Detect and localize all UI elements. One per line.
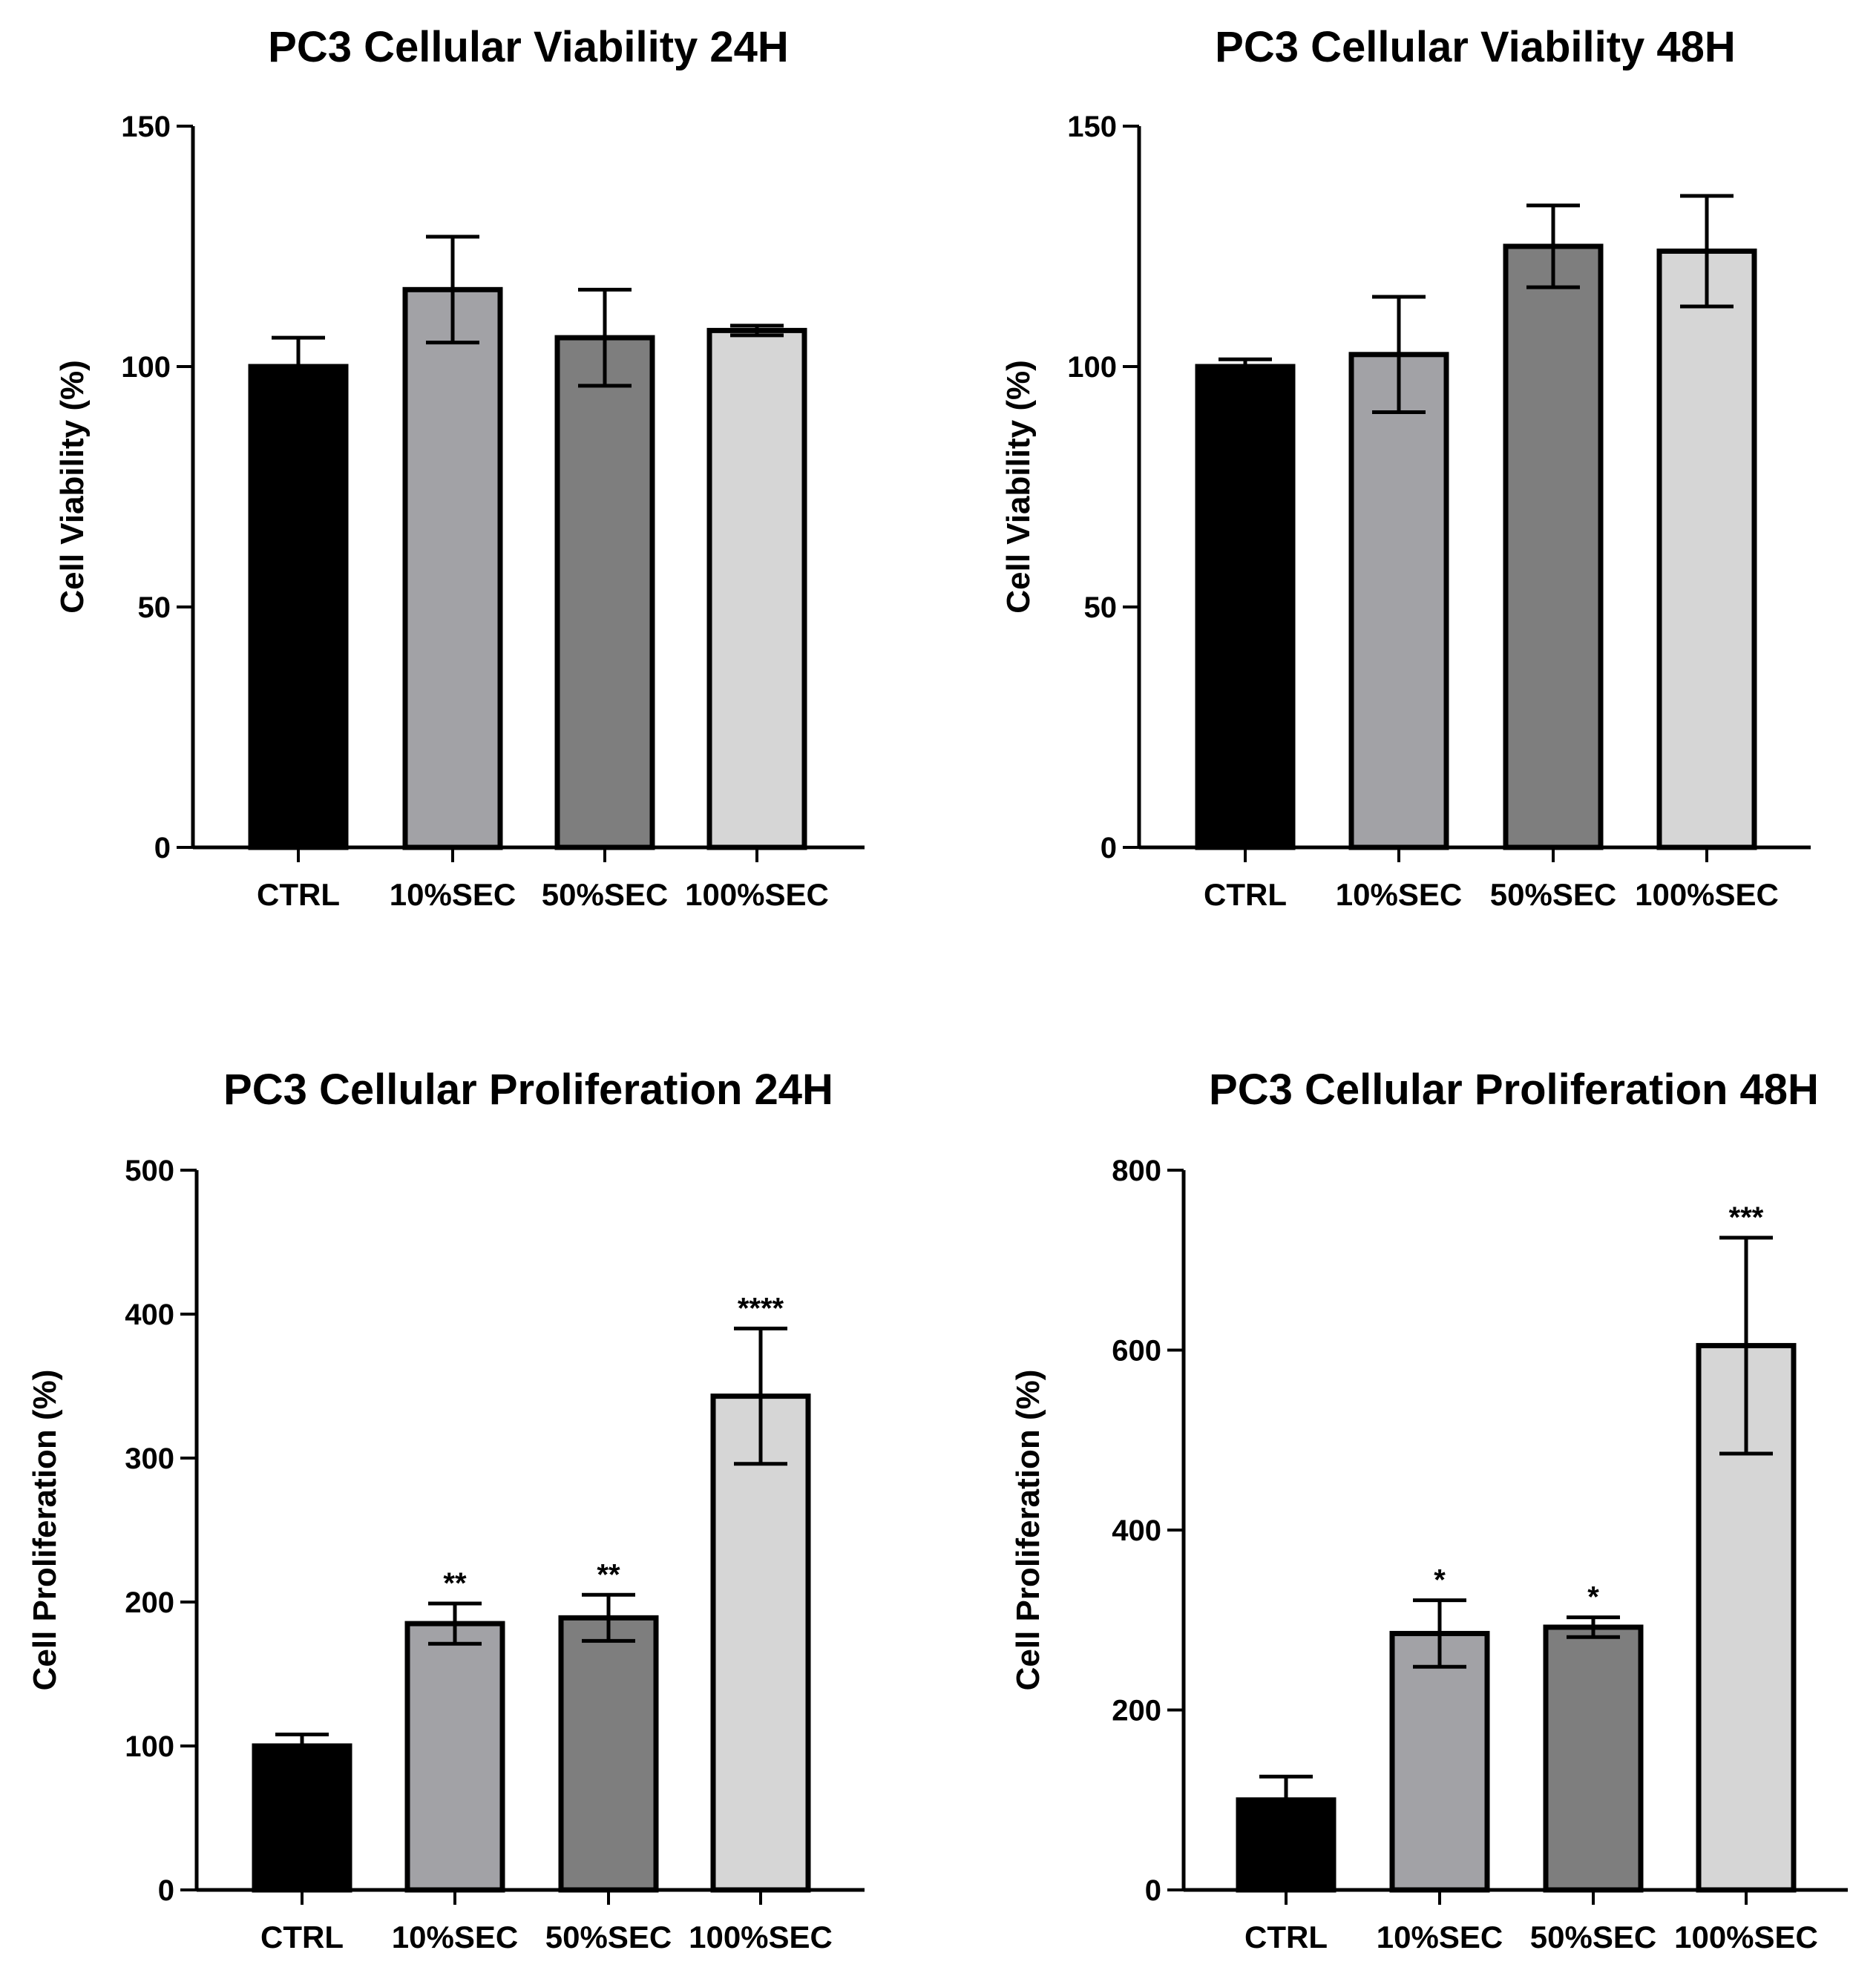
- y-tick-label: 400: [125, 1299, 174, 1331]
- error-bar: [730, 324, 784, 338]
- error-bar: [275, 1732, 329, 1760]
- bar-100pctsec: [1656, 248, 1757, 850]
- y-axis-label: Cell Viability (%): [1000, 360, 1037, 614]
- y-tick-label: 300: [125, 1442, 174, 1475]
- x-tick-label: CTRL: [260, 1920, 344, 1954]
- y-axis-label: Cell Proliferation (%): [1010, 1370, 1046, 1691]
- x-tick-label: CTRL: [257, 877, 340, 912]
- chart-panel-3: PC3 Cellular Proliferation 24H Cell Proli…: [27, 1066, 865, 1954]
- bar-10pctsec: [402, 286, 503, 850]
- y-tick-label: 100: [121, 351, 171, 384]
- y-tick-label: 600: [1112, 1335, 1161, 1368]
- chart-panel-1: PC3 Cellular Viability 24H Cell Viability…: [54, 23, 865, 912]
- y-tick-label: 100: [1067, 351, 1117, 384]
- y-tick-label: 200: [125, 1586, 174, 1619]
- error-bar: [1259, 1774, 1313, 1825]
- x-tick-label: 50%SEC: [545, 1920, 672, 1954]
- x-tick-label: CTRL: [1244, 1920, 1328, 1954]
- x-tick-label: 50%SEC: [1490, 877, 1616, 912]
- bar-50pctsec: [1543, 1624, 1644, 1893]
- error-bar: [428, 1601, 482, 1646]
- error-bar: [1372, 295, 1426, 415]
- significance-marker: ****: [738, 1292, 784, 1325]
- chart-panel-2: PC3 Cellular Viability 48H Cell Viability…: [1000, 23, 1811, 912]
- error-bar: [734, 1326, 787, 1466]
- error-bar: [578, 287, 632, 388]
- significance-marker: **: [597, 1558, 620, 1591]
- bar-ctrl: [248, 364, 349, 850]
- significance-marker: **: [443, 1567, 467, 1600]
- y-tick-label: 150: [121, 111, 171, 143]
- chart-title: PC3 Cellular Viability 24H: [268, 23, 789, 71]
- error-bar: [1719, 1235, 1773, 1456]
- chart-title: PC3 Cellular Proliferation 48H: [1209, 1066, 1819, 1114]
- x-tick-label: CTRL: [1204, 877, 1287, 912]
- y-axis-label: Cell Viability (%): [54, 360, 91, 614]
- y-tick-label: 500: [125, 1155, 174, 1187]
- x-tick-label: 50%SEC: [1530, 1920, 1656, 1954]
- bar-50pctsec: [554, 335, 655, 850]
- x-tick-label: 100%SEC: [689, 1920, 833, 1954]
- y-tick-label: 200: [1112, 1695, 1161, 1727]
- y-tick-label: 0: [154, 832, 171, 864]
- bar-ctrl: [1195, 364, 1296, 850]
- y-axis-label: Cell Proliferation (%): [27, 1370, 63, 1691]
- x-tick-label: 10%SEC: [392, 1920, 518, 1954]
- y-tick-label: 100: [125, 1730, 174, 1763]
- chart-panel-4: PC3 Cellular Proliferation 48H Cell Proli…: [1010, 1066, 1848, 1954]
- chart-title: PC3 Cellular Proliferation 24H: [223, 1066, 833, 1114]
- x-tick-label: 10%SEC: [1336, 877, 1462, 912]
- error-bar: [272, 335, 325, 398]
- x-tick-label: 100%SEC: [1674, 1920, 1818, 1954]
- error-bar: [1567, 1615, 1620, 1639]
- bar-10pctsec: [1389, 1630, 1490, 1893]
- bar-10pctsec: [404, 1621, 505, 1893]
- x-tick-label: 10%SEC: [1377, 1920, 1503, 1954]
- y-tick-label: 0: [1145, 1874, 1161, 1907]
- y-tick-label: 800: [1112, 1155, 1161, 1187]
- y-tick-label: 50: [1084, 591, 1118, 624]
- significance-marker: *: [1587, 1581, 1599, 1614]
- error-bar: [426, 234, 479, 345]
- x-tick-label: 50%SEC: [542, 877, 668, 912]
- error-bar: [1413, 1598, 1466, 1669]
- x-tick-label: 100%SEC: [1635, 877, 1779, 912]
- y-tick-label: 50: [138, 591, 171, 624]
- bar-50pctsec: [1503, 243, 1604, 850]
- x-tick-label: 100%SEC: [685, 877, 829, 912]
- error-bar: [1219, 357, 1272, 376]
- error-bar: [1680, 194, 1734, 309]
- y-tick-label: 0: [1101, 832, 1117, 864]
- bar-50pctsec: [558, 1615, 659, 1893]
- y-tick-label: 400: [1112, 1514, 1161, 1547]
- error-bar: [582, 1592, 635, 1643]
- error-bar: [1526, 203, 1580, 289]
- bar-100pctsec: [710, 1394, 811, 1893]
- chart-title: PC3 Cellular Viability 48H: [1215, 23, 1736, 71]
- significance-marker: ***: [1729, 1201, 1764, 1234]
- x-tick-label: 10%SEC: [390, 877, 516, 912]
- bar-100pctsec: [706, 327, 807, 850]
- bar-100pctsec: [1696, 1342, 1797, 1893]
- bar-10pctsec: [1348, 352, 1449, 850]
- bar-ctrl: [252, 1743, 352, 1893]
- y-tick-label: 0: [158, 1874, 174, 1907]
- y-tick-label: 150: [1067, 111, 1117, 143]
- significance-marker: *: [1434, 1564, 1446, 1597]
